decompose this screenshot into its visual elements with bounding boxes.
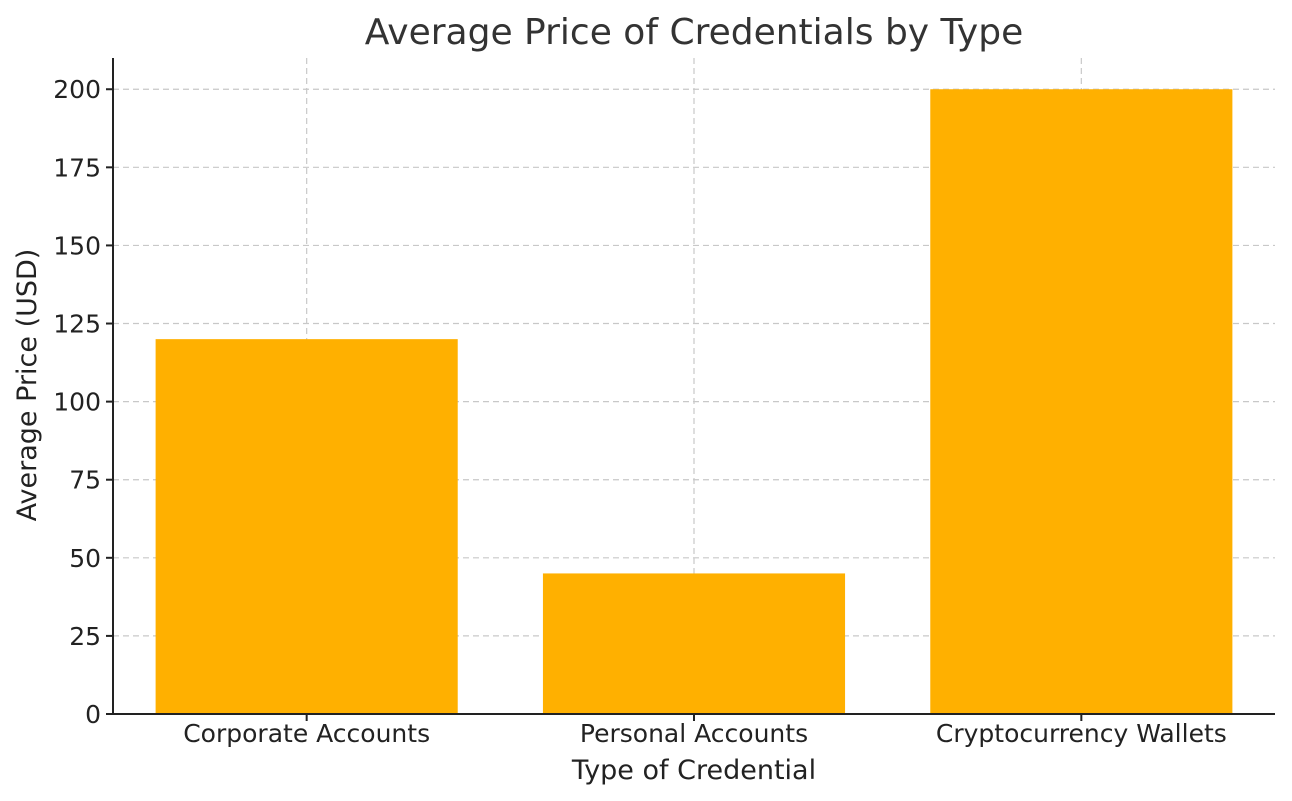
y-tick-label: 25 bbox=[69, 622, 101, 651]
bar bbox=[930, 89, 1233, 714]
y-tick-label: 100 bbox=[53, 388, 101, 417]
x-tick-label: Corporate Accounts bbox=[183, 719, 430, 748]
y-tick-label: 75 bbox=[69, 466, 101, 495]
y-tick-label: 125 bbox=[53, 310, 101, 339]
bar bbox=[542, 573, 846, 714]
bars-layer bbox=[155, 89, 1233, 714]
y-tick-label: 0 bbox=[85, 700, 101, 729]
x-tick-label: Personal Accounts bbox=[580, 719, 808, 748]
y-tick-label: 200 bbox=[53, 75, 101, 104]
y-tick-label: 50 bbox=[69, 544, 101, 573]
bar bbox=[155, 339, 458, 714]
x-tick-label: Cryptocurrency Wallets bbox=[936, 719, 1227, 748]
y-axis-label: Average Price (USD) bbox=[12, 249, 43, 522]
x-axis-label: Type of Credential bbox=[571, 755, 816, 786]
y-tick-label: 150 bbox=[53, 231, 101, 260]
y-ticks: 0 25 50 75 100 125 150 175 200 bbox=[53, 75, 113, 729]
y-tick-label: 175 bbox=[53, 153, 101, 182]
x-ticks: Corporate Accounts Personal Accounts Crypt… bbox=[183, 714, 1227, 748]
chart-title: Average Price of Credentials by Type bbox=[365, 12, 1023, 53]
